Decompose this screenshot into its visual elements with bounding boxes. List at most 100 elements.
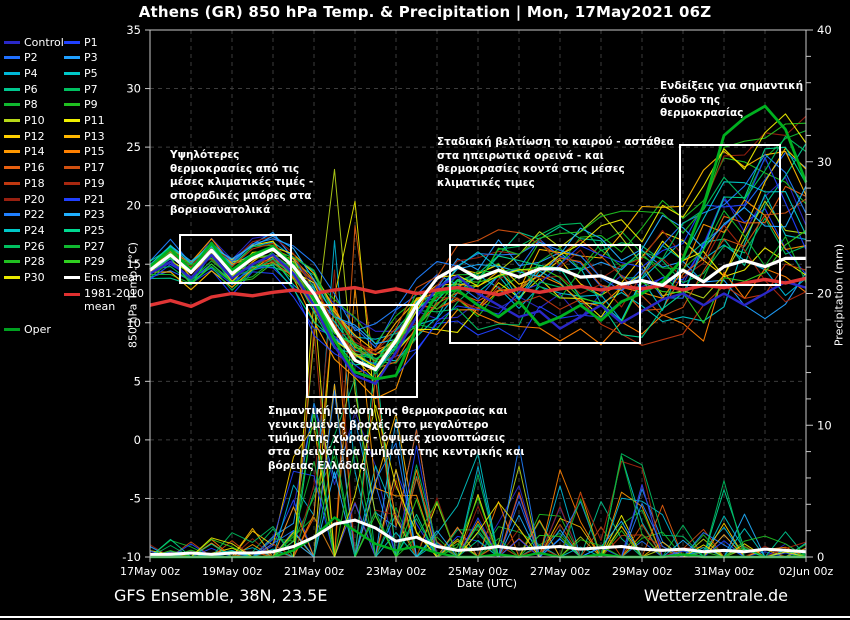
legend-label: P27 [84, 239, 105, 253]
legend-item-p29: P29 [64, 255, 105, 269]
legend-color-swatch [64, 119, 80, 122]
page-title: Athens (GR) 850 hPa Temp. & Precipitatio… [138, 3, 712, 21]
y-right-tick-label: 20 [817, 287, 832, 301]
legend-item-p14: P14 [4, 145, 45, 159]
legend-color-swatch [4, 56, 20, 60]
legend-item-p6: P6 [4, 82, 38, 96]
legend-item-p19: P19 [64, 176, 105, 190]
y-left-tick-label: 25 [126, 140, 141, 154]
legend-item-p1: P1 [64, 35, 98, 49]
legend-color-swatch [64, 293, 80, 296]
y-right-tick-label: 0 [817, 550, 824, 564]
legend-item-p5: P5 [64, 66, 98, 80]
y-left-tick-label: 20 [126, 199, 141, 213]
legend-item-control: Control [4, 35, 64, 49]
legend-color-swatch [4, 119, 20, 122]
series-line [149, 157, 807, 345]
x-tick-label: 23May 00z [366, 565, 426, 578]
series-line [149, 253, 807, 385]
legend-color-swatch [64, 197, 80, 201]
legend-label: P11 [84, 114, 105, 127]
legend-color-swatch [64, 134, 80, 138]
legend-item-p30: P30 [4, 271, 45, 285]
y-axis-label-precipitation: Precipitation (mm) [832, 243, 846, 347]
axes: 17May 00z 19May 00z 21May 00z 23May 00z 25Ma… [120, 23, 833, 578]
legend-color-swatch [4, 71, 20, 75]
y-right-tick-label: 10 [817, 418, 832, 432]
legend-item-p22: P22 [4, 208, 45, 222]
legend-label: P29 [84, 255, 105, 269]
legend-color-swatch [64, 87, 80, 91]
legend-label: P14 [24, 145, 45, 159]
y-left-tick-label: 35 [126, 23, 141, 37]
legend-color-swatch [4, 87, 20, 91]
legend-color-swatch [4, 260, 20, 264]
legend-color-swatch [64, 181, 80, 185]
highlight-boxes [179, 144, 781, 398]
legend-item-p4: P4 [4, 66, 38, 80]
legend-label: P10 [24, 114, 45, 127]
series-line [150, 518, 807, 556]
highlight-box [179, 234, 292, 284]
y-left-tick-label: 30 [126, 82, 141, 96]
legend-label: P7 [84, 82, 98, 96]
legend-item-p16: P16 [4, 161, 45, 175]
legend-label: P23 [84, 208, 105, 222]
legend-item-p3: P3 [64, 51, 98, 65]
x-axis-label-date: Date (UTC) [456, 577, 518, 590]
legend-item-p11: P11 [64, 114, 105, 128]
x-tick-label: 21May 00z [284, 565, 344, 578]
source-watermark: Wetterzentrale.de [643, 586, 788, 605]
legend-item-1981-2010-mean: 1981-2010 mean [64, 287, 156, 313]
legend-color-swatch [64, 228, 80, 232]
series-line [149, 152, 807, 348]
legend-color-swatch [4, 40, 20, 44]
legend-color-swatch [64, 40, 80, 44]
y-left-tick-label: -10 [122, 550, 141, 564]
y-left-tick-label: 15 [126, 257, 141, 271]
legend-item-p24: P24 [4, 223, 45, 237]
legend-color-swatch [4, 327, 20, 331]
legend-color-swatch [4, 103, 20, 107]
x-tick-label: 02Jun 00z [779, 565, 834, 578]
bottom-divider [0, 616, 850, 618]
legend-color-swatch [4, 134, 20, 138]
legend-item-p8: P8 [4, 98, 38, 112]
legend-label: P12 [24, 129, 45, 143]
legend-label: P5 [84, 66, 98, 80]
legend-label: 1981-2010 mean [84, 287, 144, 313]
series-line [149, 104, 808, 381]
legend-item-p20: P20 [4, 192, 45, 206]
legend-color-swatch [4, 181, 20, 185]
legend-label: Ens. mean [84, 271, 142, 284]
highlight-box [679, 144, 781, 286]
legend-item-p13: P13 [64, 129, 105, 143]
legend-label: P3 [84, 51, 98, 65]
legend-label: P8 [24, 98, 38, 112]
x-tick-label: 31May 00z [694, 565, 754, 578]
legend-label: P18 [24, 176, 45, 190]
y-right-tick-label: 40 [817, 23, 832, 37]
legend-item-p21: P21 [64, 192, 105, 206]
model-run-info: GFS Ensemble, 38N, 23.5E [114, 586, 328, 605]
series-line [149, 247, 806, 372]
highlight-box [449, 244, 641, 344]
series-line [149, 239, 807, 340]
legend-label: P9 [84, 98, 98, 112]
legend-label: P6 [24, 82, 38, 96]
legend-color-swatch [64, 166, 80, 170]
legend-label: P28 [24, 255, 45, 269]
legend-label: P21 [84, 192, 105, 206]
legend-color-swatch [4, 150, 20, 154]
legend-item-p23: P23 [64, 208, 105, 222]
legend-color-swatch [64, 103, 80, 107]
legend-item-p7: P7 [64, 82, 98, 96]
legend-item-oper: Oper [4, 322, 51, 336]
y-right-tick-label: 30 [817, 155, 832, 169]
legend-color-swatch [4, 228, 20, 232]
legend-color-swatch [64, 260, 80, 264]
series-line [149, 269, 806, 558]
y-left-tick-label: 10 [126, 316, 141, 330]
legend-color-swatch [64, 56, 80, 60]
